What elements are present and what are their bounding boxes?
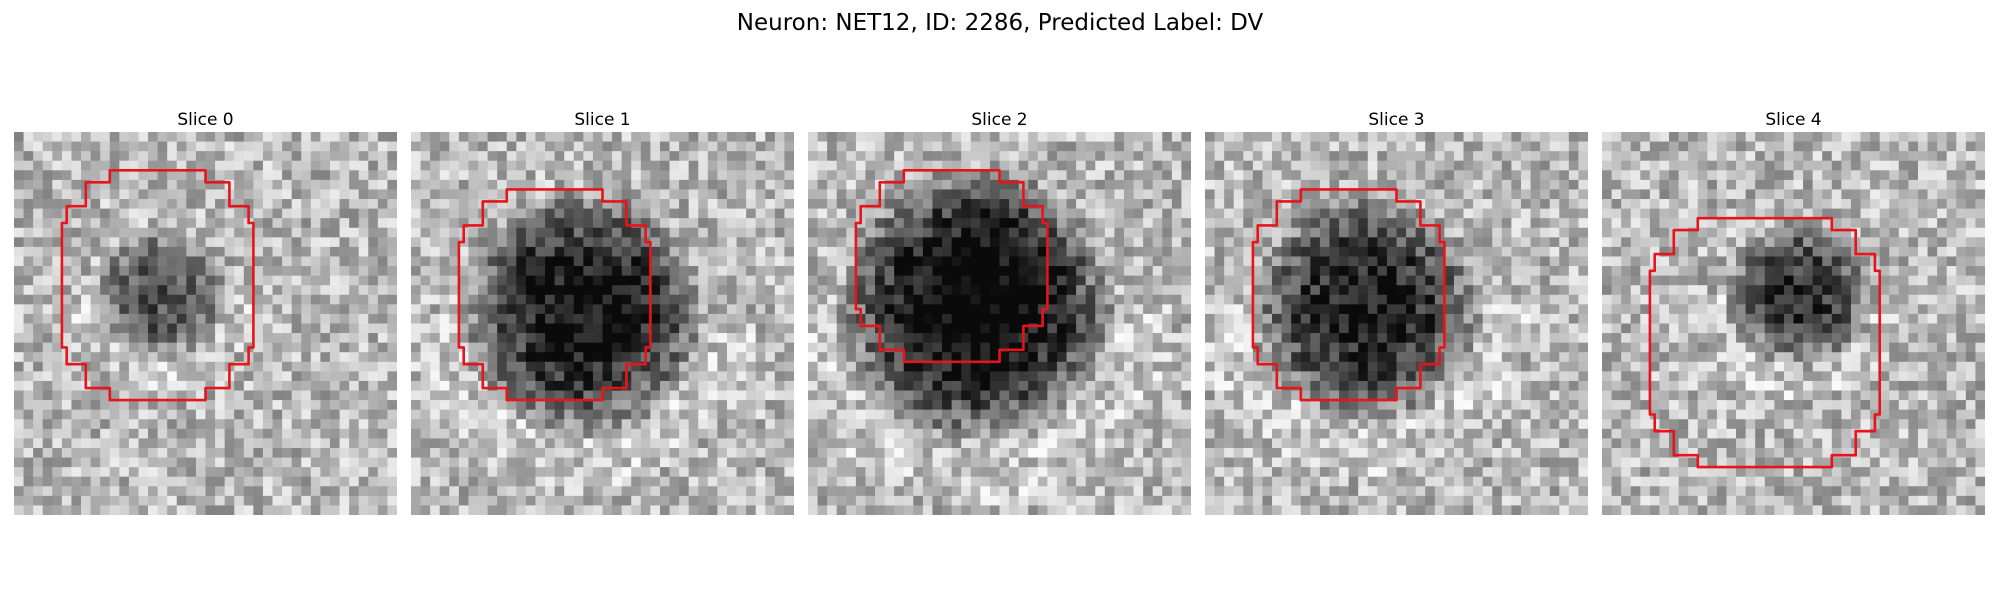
slice-title-2: Slice 2 xyxy=(808,108,1191,132)
slice-image-1 xyxy=(411,132,794,515)
slice-title-1: Slice 1 xyxy=(411,108,794,132)
slice-title-4: Slice 4 xyxy=(1602,108,1985,132)
figure-title: Neuron: NET12, ID: 2286, Predicted Label… xyxy=(0,6,2000,40)
pixel-grid xyxy=(1602,132,1985,515)
slice-image-4 xyxy=(1602,132,1985,515)
slice-panel-4: Slice 4 xyxy=(1602,108,1985,515)
pixel-grid xyxy=(808,132,1191,515)
slice-title-0: Slice 0 xyxy=(14,108,397,132)
slice-panel-0: Slice 0 xyxy=(14,108,397,515)
pixel-grid xyxy=(14,132,397,515)
slice-panel-1: Slice 1 xyxy=(411,108,794,515)
slice-title-3: Slice 3 xyxy=(1205,108,1588,132)
slice-image-2 xyxy=(808,132,1191,515)
slice-panel-2: Slice 2 xyxy=(808,108,1191,515)
slice-image-3 xyxy=(1205,132,1588,515)
slice-image-0 xyxy=(14,132,397,515)
slice-panel-3: Slice 3 xyxy=(1205,108,1588,515)
